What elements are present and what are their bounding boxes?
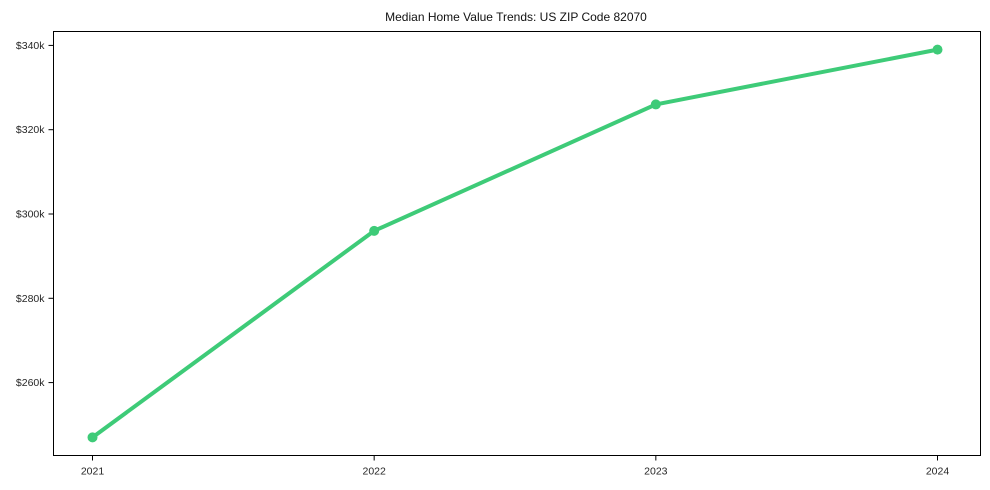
plot-border (53, 31, 981, 456)
y-tick-label: $300k (16, 208, 45, 220)
y-tick-label: $280k (16, 293, 45, 305)
data-point-marker (932, 44, 943, 55)
trend-line (90, 47, 940, 440)
x-tick-label: 2021 (81, 466, 105, 478)
data-point-marker (87, 432, 98, 443)
y-tick-label: $340k (16, 40, 45, 52)
chart-title: Median Home Value Trends: US ZIP Code 82… (385, 10, 647, 24)
x-tick-label: 2024 (926, 466, 950, 478)
data-point-marker (369, 225, 380, 236)
plot-area: $260k $280k $300k $320k $340k 2021 2022 2023 202… (16, 31, 981, 478)
x-tick-label: 2023 (644, 466, 668, 478)
y-tick-label: $260k (16, 377, 45, 389)
data-point-marker (650, 99, 661, 110)
x-tick-label: 2022 (362, 466, 386, 478)
y-tick-label: $320k (16, 124, 45, 136)
